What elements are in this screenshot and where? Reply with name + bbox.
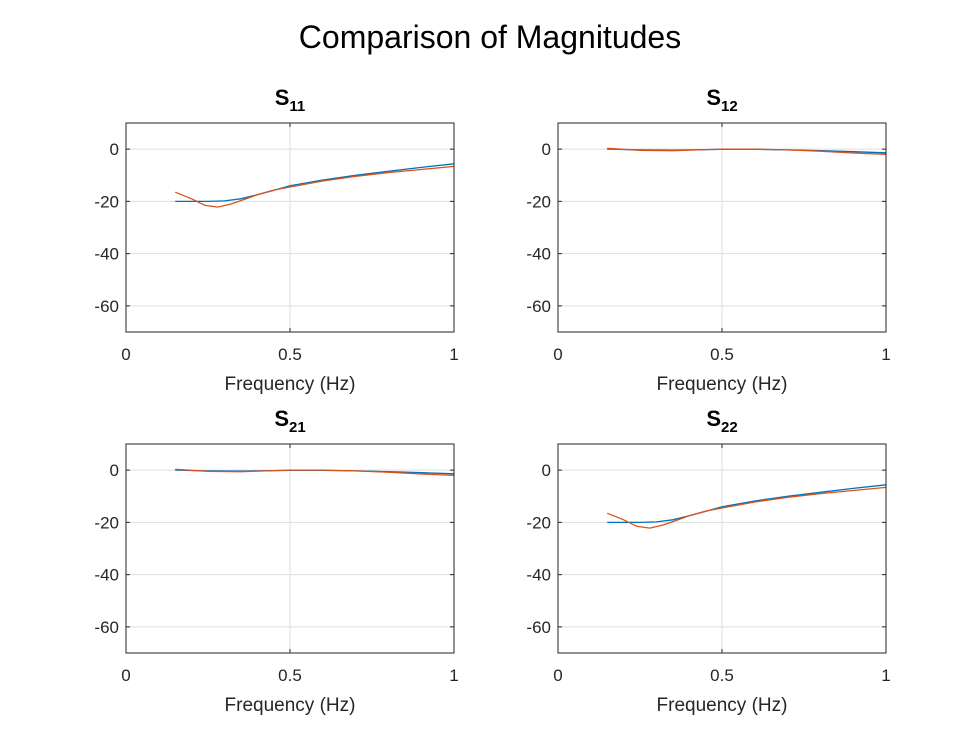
x-tick-label: 0 [553, 666, 562, 685]
y-tick-label: -40 [94, 566, 119, 585]
y-tick-label: -40 [94, 245, 119, 264]
subplot-title: S12 [706, 85, 737, 115]
y-tick-label: -60 [94, 618, 119, 637]
x-tick-label: 1 [449, 666, 458, 685]
x-tick-label: 0.5 [710, 666, 734, 685]
figure-title: Comparison of Magnitudes [299, 19, 681, 55]
series-line-2 [175, 468, 455, 477]
y-tick-label: -20 [94, 192, 119, 211]
x-tick-label: 0.5 [710, 345, 734, 364]
y-tick-label: -40 [526, 245, 551, 264]
x-tick-label: 1 [881, 345, 890, 364]
x-axis-label: Frequency (Hz) [225, 374, 356, 395]
subplot-title: S22 [706, 406, 737, 436]
subplot-title: S21 [274, 406, 305, 436]
subplot-title-subscript: 12 [721, 98, 738, 115]
y-tick-label: -60 [526, 297, 551, 316]
subplot-title-base: S [274, 406, 289, 431]
x-axis-label: Frequency (Hz) [657, 374, 788, 395]
subplot-title-subscript: 22 [721, 419, 738, 436]
y-tick-label: -20 [526, 513, 551, 532]
series-line-2 [174, 165, 455, 208]
y-tick-label: -20 [94, 513, 119, 532]
subplot-title-base: S [275, 85, 290, 110]
subplot-title: S11 [275, 85, 306, 115]
series-line-2 [606, 486, 887, 529]
x-axis-label: Frequency (Hz) [657, 695, 788, 716]
y-tick-label: 0 [542, 140, 551, 159]
y-tick-label: 0 [110, 461, 119, 480]
y-tick-label: -60 [526, 618, 551, 637]
x-tick-label: 1 [449, 345, 458, 364]
subplot-s21: 0 0.5 1 0 -20 -40 -60 Frequency (Hz) S21 [94, 406, 458, 716]
y-tick-label: 0 [542, 461, 551, 480]
x-tick-label: 0.5 [278, 345, 302, 364]
subplot-s22: 0 0.5 1 0 -20 -40 -60 Frequency (Hz) S22 [526, 406, 890, 716]
subplot-s11: 0 0.5 1 0 -20 -40 -60 Frequency (Hz) S11 [94, 85, 458, 395]
subplot-title-subscript: 21 [289, 419, 306, 436]
y-tick-label: 0 [110, 140, 119, 159]
x-tick-label: 0 [121, 345, 130, 364]
y-tick-label: -60 [94, 297, 119, 316]
subplot-s12: 0 0.5 1 0 -20 -40 -60 Frequency (Hz) S12 [526, 85, 890, 395]
x-tick-label: 0.5 [278, 666, 302, 685]
subplot-title-subscript: 11 [289, 98, 305, 115]
y-tick-label: -40 [526, 566, 551, 585]
y-tick-label: -20 [526, 192, 551, 211]
x-tick-label: 0 [121, 666, 130, 685]
x-tick-label: 0 [553, 345, 562, 364]
series-line-2 [607, 147, 887, 155]
x-axis-label: Frequency (Hz) [225, 695, 356, 716]
x-tick-label: 1 [881, 666, 890, 685]
subplot-title-base: S [706, 406, 721, 431]
subplot-title-base: S [706, 85, 721, 110]
